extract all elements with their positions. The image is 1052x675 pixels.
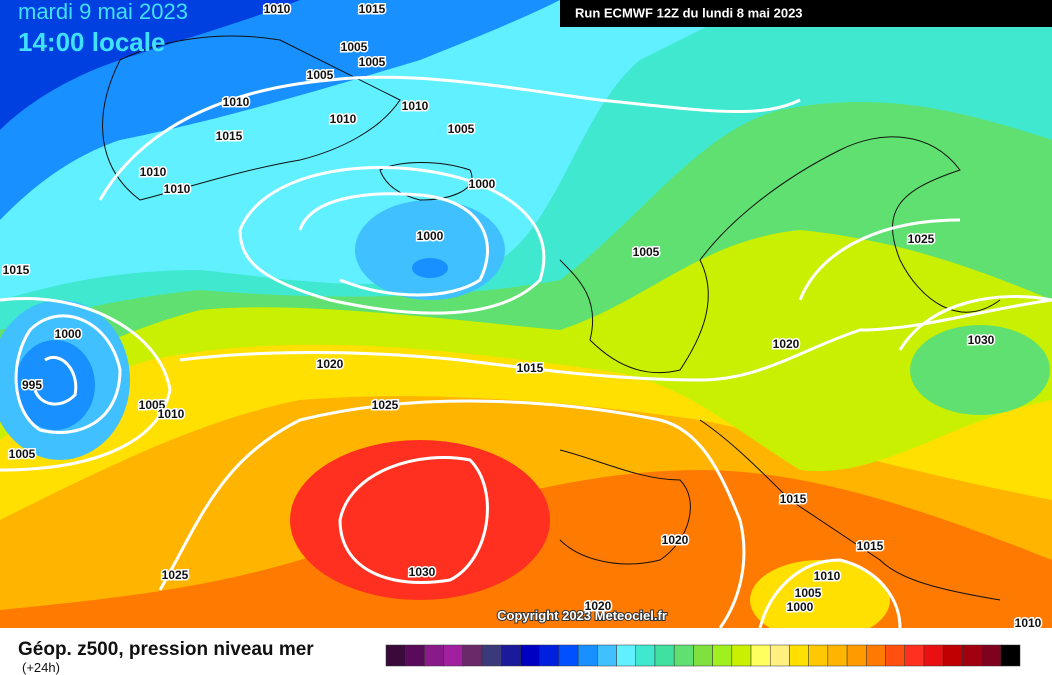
scale-swatch [481,644,502,667]
copyright: Copyright 2023 Meteociel.fr [497,608,667,623]
isobar-label: 1020 [585,599,612,613]
isobar-label: 1010 [1015,616,1042,630]
scale-swatch [923,644,944,667]
isobar-label: 1015 [359,2,386,16]
isobar-label: 1015 [216,129,243,143]
isobar-label: 1010 [814,569,841,583]
scale-swatch [942,644,963,667]
scale-swatch [654,644,675,667]
isobar-label: 1025 [908,232,935,246]
isobar-label: 1010 [140,165,167,179]
scale-swatch [501,644,521,667]
scale-swatch [808,644,829,667]
scale-swatch [673,644,694,667]
isobar-label: 1020 [317,357,344,371]
isobar-label: 1000 [417,229,444,243]
isobar-label: 1005 [9,447,36,461]
scale-swatch [616,644,637,667]
isobar-label: 1025 [162,568,189,582]
isobar-label: 1005 [795,586,822,600]
isobar-label: 1010 [330,112,357,126]
scale-swatch [693,644,713,667]
isobar-label: 995 [22,378,42,392]
isobar-label: 1025 [372,398,399,412]
scale-swatch [962,644,982,667]
isobar-label: 1020 [662,533,689,547]
scale-swatch [539,644,560,667]
isobar-label: 1030 [409,565,436,579]
scale-swatch [827,644,848,667]
scale-swatch [558,644,579,667]
isobar-label: 1000 [787,600,814,614]
scale-swatch [769,644,790,667]
isobar-label: 1010 [223,95,250,109]
color-scale [385,644,1021,667]
isobar-label: 1030 [968,333,995,347]
isobar-label: 1010 [402,99,429,113]
isobar-label: 1005 [633,245,660,259]
scale-swatch [597,644,617,667]
scale-swatch [462,644,483,667]
scale-swatch [520,644,540,667]
isobar-label: 1010 [158,407,185,421]
footer-lead: (+24h) [22,660,60,675]
scale-swatch [635,644,656,667]
isobar-label: 1020 [773,337,800,351]
scale-swatch [712,644,733,667]
isobar-label: 1005 [341,40,368,54]
run-info: Run ECMWF 12Z du lundi 8 mai 2023 [575,5,803,20]
isobar-label: 1005 [448,122,475,136]
isobar-label: 1000 [469,177,496,191]
date: mardi 9 mai 2023 [18,0,188,24]
time: 14:00 locale [18,27,165,57]
run-banner [560,0,1052,27]
isobar-label: 1015 [857,539,884,553]
isobar-label: 1005 [139,398,166,412]
scale-swatch [866,644,886,667]
scale-swatch [1000,644,1021,667]
scale-swatch [885,644,905,667]
scale-swatch [577,644,598,667]
isobar-label: 1010 [164,182,191,196]
scale-swatch [981,644,1002,667]
scale-swatch [443,644,464,667]
isobar-label: 1015 [3,263,30,277]
scale-swatch [846,644,867,667]
scale-swatch [789,644,809,667]
isobar-label: 1000 [55,327,82,341]
scale-swatch [731,644,752,667]
scale-swatch [904,644,925,667]
scale-swatch [750,644,771,667]
isobar-label: 1015 [517,361,544,375]
isobar-label: 1005 [307,68,334,82]
scale-swatch [404,644,425,667]
scale-swatch [424,644,444,667]
isobar-label: 1010 [264,2,291,16]
scale-swatch [385,644,406,667]
isobar-label: 1005 [359,55,386,69]
color-field [0,0,1052,628]
footer-title: Géop. z500, pression niveau mer [18,639,314,660]
isobar-label: 1015 [780,492,807,506]
